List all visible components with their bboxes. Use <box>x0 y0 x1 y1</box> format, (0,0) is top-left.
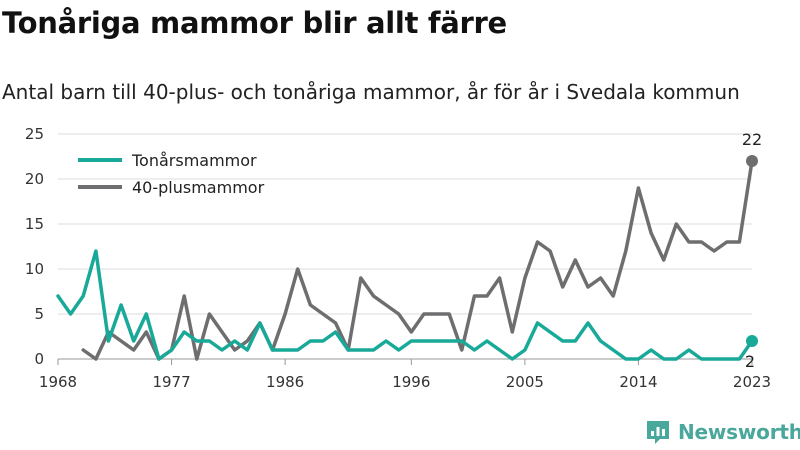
brand-logo: Newsworthy <box>644 418 800 446</box>
page-title: Tonåriga mammor blir allt färre <box>2 6 507 40</box>
legend-label-40plusmammor: 40-plusmammor <box>132 178 265 197</box>
series-line-40plusmammor <box>81 159 754 361</box>
end-label-tonarsmammor: 2 <box>745 352 755 371</box>
x-tick-label: 1986 <box>266 373 304 391</box>
page-subtitle: Antal barn till 40-plus- och tonåriga ma… <box>2 80 740 104</box>
legend: Tonårsmammor 40-plusmammor <box>78 151 265 197</box>
end-label-40plusmammor: 22 <box>742 130 762 149</box>
y-tick-label: 15 <box>25 215 44 233</box>
x-tick-label: 2005 <box>506 373 544 391</box>
gridlines <box>58 133 752 360</box>
x-tick-label: 1977 <box>152 373 190 391</box>
series-lines <box>56 159 754 361</box>
x-tick-label: 2014 <box>619 373 657 391</box>
end-point-40plusmammor <box>746 155 758 167</box>
x-tick-label: 1968 <box>39 373 77 391</box>
y-tick-label: 5 <box>34 305 44 323</box>
y-tick-label: 0 <box>34 350 44 368</box>
end-points <box>746 155 758 347</box>
end-point-tonarsmammor <box>746 335 758 347</box>
x-tick-label: 2023 <box>733 373 771 391</box>
newsworthy-logo-icon <box>647 421 669 444</box>
x-axis: 1968 1977 1986 1996 2005 2014 2023 <box>39 359 771 391</box>
x-tick-label: 1996 <box>392 373 430 391</box>
legend-label-tonarsmammor: Tonårsmammor <box>131 151 257 170</box>
y-axis: 0 5 10 15 20 25 <box>25 125 44 368</box>
y-tick-label: 20 <box>25 170 44 188</box>
y-tick-label: 25 <box>25 125 44 143</box>
series-line-tonarsmammor <box>56 249 754 361</box>
y-tick-label: 10 <box>25 260 44 278</box>
brand-name: Newsworthy <box>678 420 800 444</box>
